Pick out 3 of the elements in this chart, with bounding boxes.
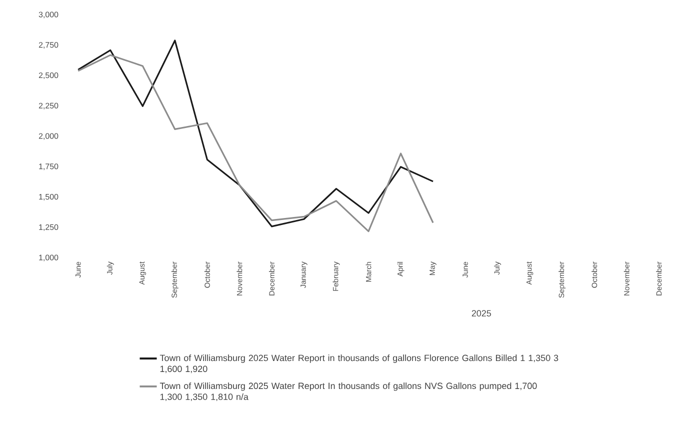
legend-label: Town of Williamsburg 2025 Water Report In thousands of gallons NVS Gallons pumped 1,700 1,300 1,350 1,810 n/a <box>160 382 537 402</box>
x-axis-title: 2025 <box>472 310 492 316</box>
legend-label: Town of Williamsburg 2025 Water Report in thousands of gallons Florence Gallons Billed 1 1,350 3 1,600 1,920 <box>160 354 558 374</box>
